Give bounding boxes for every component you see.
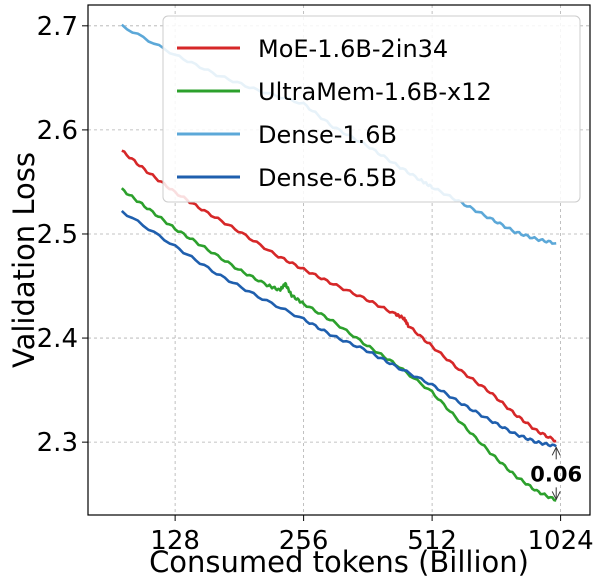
x-axis-label: Consumed tokens (Billion)	[149, 545, 529, 579]
legend: MoE-1.6B-2in34 UltraMem-1.6B-x12 Dense-1.6…	[162, 15, 581, 203]
gap-annotation: 0.06	[530, 446, 582, 501]
y-axis-label: Validation Loss	[7, 152, 41, 368]
series-line-dense-6-5b	[120, 209, 557, 448]
x-tick-labels: 128 256 512 1024	[150, 515, 594, 556]
x-tick-label: 256	[279, 526, 329, 556]
legend-entry-label: MoE-1.6B-2in34	[258, 35, 448, 63]
annotation-arrowhead-up	[551, 446, 561, 456]
y-tick-label: 2.6	[37, 116, 78, 146]
annotation-arrowhead-down	[551, 491, 561, 501]
y-tick-label: 2.7	[37, 12, 78, 42]
legend-entry-label: UltraMem-1.6B-x12	[258, 78, 492, 106]
y-tick-labels: 2.3 2.4 2.5 2.6 2.7	[37, 12, 88, 458]
x-tick-label: 128	[150, 526, 200, 556]
y-tick-label: 2.5	[37, 220, 78, 250]
x-tick-label: 512	[407, 526, 457, 556]
legend-entry-label: Dense-6.5B	[258, 164, 397, 192]
plot-frame	[87, 4, 591, 516]
y-tick-label: 2.3	[37, 428, 78, 458]
series-line-moe-1-6b-2in34	[121, 149, 557, 443]
legend-entry-label: Dense-1.6B	[258, 121, 397, 149]
series-line-ultramem-1-6b-x12	[120, 187, 557, 502]
annotation-label: 0.06	[530, 462, 582, 486]
y-tick-label: 2.4	[37, 324, 78, 354]
legend-box	[162, 15, 581, 203]
x-tick-label: 1024	[528, 526, 594, 556]
